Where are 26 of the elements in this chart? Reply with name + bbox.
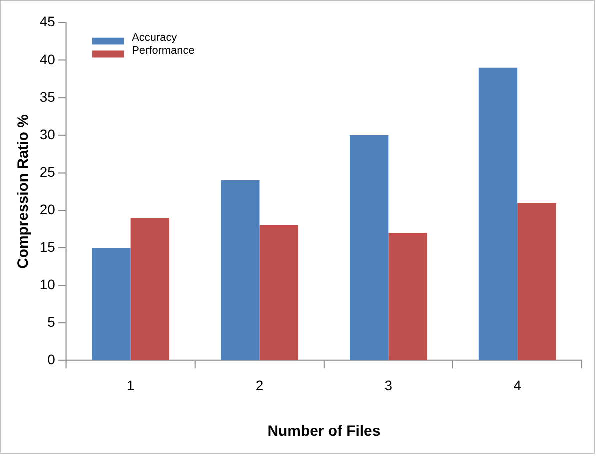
y-tick-label: 10	[40, 276, 56, 292]
bar	[221, 180, 260, 360]
y-tick-label: 45	[40, 14, 56, 30]
x-tick-label: 3	[384, 378, 393, 394]
bar	[260, 226, 298, 360]
x-tick-label: 1	[126, 378, 135, 394]
bar	[518, 203, 556, 360]
bar	[130, 218, 170, 360]
y-tick-label: 5	[48, 314, 56, 330]
y-tick-label: 30	[40, 126, 56, 142]
y-tick-label: 25	[40, 164, 56, 180]
legend-label: Performance	[132, 44, 195, 57]
legend-label: Accuracy	[132, 32, 178, 44]
y-tick-label: 0	[48, 351, 56, 368]
y-axis-title: Compression Ratio %	[15, 114, 32, 269]
y-tick-label: 20	[40, 201, 56, 218]
x-tick-label: 4	[514, 378, 522, 394]
bar	[478, 68, 518, 360]
x-tick-label: 2	[256, 378, 264, 394]
x-axis-title: Number of Files	[268, 423, 381, 440]
y-tick-label: 40	[40, 51, 56, 68]
y-tick-label: 15	[40, 238, 56, 255]
y-tick-label: 35	[40, 88, 56, 105]
bar	[388, 233, 428, 360]
bar	[350, 135, 389, 360]
bar	[92, 248, 131, 360]
